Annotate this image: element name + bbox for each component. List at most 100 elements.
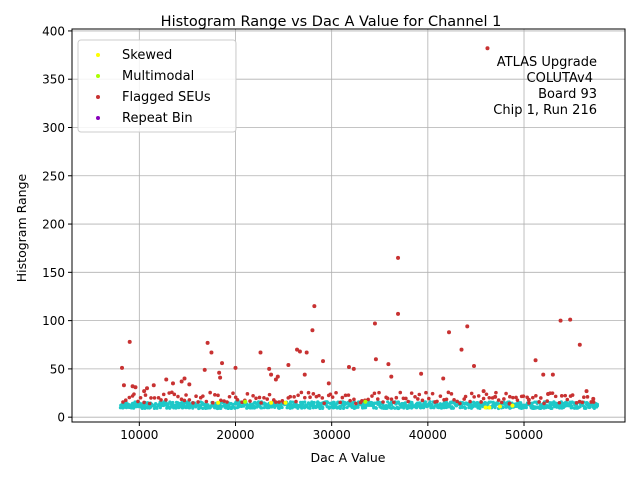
data-point-flagged-seus (164, 377, 169, 382)
y-tick-label: 200 (42, 218, 65, 232)
data-point-flagged-seus (526, 397, 531, 402)
data-point-skewed (510, 403, 515, 408)
data-point-flagged-seus (396, 255, 401, 260)
seu-cluster-point (296, 393, 300, 398)
data-point-flagged-seus (179, 379, 184, 384)
seu-cluster-point (499, 400, 504, 405)
baseline-point (273, 405, 277, 409)
seu-cluster-point (343, 393, 348, 398)
seu-cluster-point (553, 394, 558, 399)
seu-cluster-point (222, 399, 226, 403)
data-point-flagged-seus (507, 401, 512, 406)
seu-cluster-point (468, 399, 472, 404)
seu-cluster-point (559, 394, 564, 398)
annotation-line: COLUTAv4 (527, 71, 593, 86)
baseline-point (356, 405, 360, 409)
baseline-point (410, 400, 414, 405)
seu-cluster-point (360, 399, 364, 403)
data-point-flagged-seus (389, 374, 394, 379)
data-point-multimodal (243, 399, 248, 404)
seu-cluster-point (277, 400, 281, 404)
chart-title: Histogram Range vs Dac A Value for Chann… (161, 14, 502, 30)
baseline-point (363, 405, 368, 410)
data-point-flagged-seus (217, 370, 222, 375)
seu-cluster-point (542, 401, 546, 406)
seu-cluster-point (580, 400, 585, 405)
data-point-flagged-seus (419, 371, 424, 376)
seu-cluster-point (455, 399, 460, 404)
seu-cluster-point (254, 396, 258, 401)
baseline-point (342, 405, 346, 410)
seu-cluster-point (164, 398, 168, 402)
data-point-skewed (483, 405, 488, 410)
data-point-flagged-seus (558, 318, 563, 323)
seu-cluster-point (334, 390, 338, 395)
data-point-flagged-seus (286, 363, 291, 368)
seu-cluster-point (375, 397, 380, 401)
seu-cluster-point (179, 397, 184, 402)
data-point-flagged-seus (321, 359, 326, 364)
seu-cluster-point (176, 394, 180, 399)
seu-cluster-point (377, 390, 381, 395)
baseline-point (288, 401, 292, 405)
data-point-flagged-seus (441, 376, 446, 381)
seu-cluster-point (404, 396, 408, 401)
baseline-point (304, 403, 309, 407)
seu-cluster-point (161, 392, 166, 397)
seu-cluster-point (123, 398, 128, 403)
seu-cluster-point (352, 397, 356, 402)
baseline-point (251, 402, 255, 406)
seu-cluster-point (172, 392, 177, 397)
baseline-point (386, 400, 390, 404)
baseline-point (519, 401, 523, 405)
data-point-flagged-seus (591, 396, 596, 401)
y-tick-label: 350 (42, 73, 65, 87)
y-axis-label: Histogram Range (14, 173, 29, 282)
baseline-point (171, 400, 175, 405)
baseline-point (423, 400, 428, 404)
data-point-skewed (487, 405, 492, 410)
baseline-point (447, 405, 451, 409)
data-point-flagged-seus (133, 385, 138, 390)
seu-cluster-point (435, 399, 439, 404)
annotation-block: ATLAS Upgrade COLUTAv4 Board 93 Chip 1, … (493, 55, 597, 118)
seu-cluster-point (394, 395, 399, 400)
seu-cluster-point (288, 394, 293, 399)
baseline-point (595, 404, 600, 408)
seu-cluster-point (273, 400, 278, 404)
seu-cluster-point (147, 401, 152, 406)
legend-marker (96, 95, 100, 99)
seu-cluster-point (565, 397, 570, 402)
baseline-point (550, 406, 554, 410)
data-point-flagged-seus (472, 363, 477, 368)
baseline-point (248, 402, 252, 406)
seu-cluster-point (463, 394, 468, 399)
data-point-flagged-seus (577, 342, 582, 347)
baseline-point (309, 403, 313, 408)
data-point-flagged-seus (297, 349, 302, 354)
seu-cluster-point (142, 400, 146, 405)
seu-cluster-point (354, 401, 358, 406)
baseline-point (260, 406, 264, 410)
annotation-line: Chip 1, Run 216 (493, 103, 597, 118)
seu-cluster-point (502, 397, 506, 401)
seu-cluster-point (320, 396, 325, 400)
seu-cluster-point (563, 393, 568, 398)
baseline-point (154, 402, 158, 406)
data-point-flagged-seus (459, 347, 464, 352)
seu-cluster-point (235, 397, 240, 402)
data-point-flagged-seus (182, 376, 187, 381)
baseline-point (252, 406, 257, 410)
data-points (120, 46, 596, 410)
x-tick-label: 40000 (409, 428, 447, 442)
data-point-flagged-seus (220, 361, 225, 366)
seu-cluster-point (208, 390, 212, 395)
baseline-point (489, 400, 493, 404)
data-point-flagged-seus (273, 377, 278, 382)
seu-cluster-point (582, 395, 586, 400)
baseline-point (416, 403, 420, 408)
baseline-point (462, 401, 466, 405)
seu-cluster-point (265, 397, 270, 401)
data-point-flagged-seus (533, 358, 538, 363)
